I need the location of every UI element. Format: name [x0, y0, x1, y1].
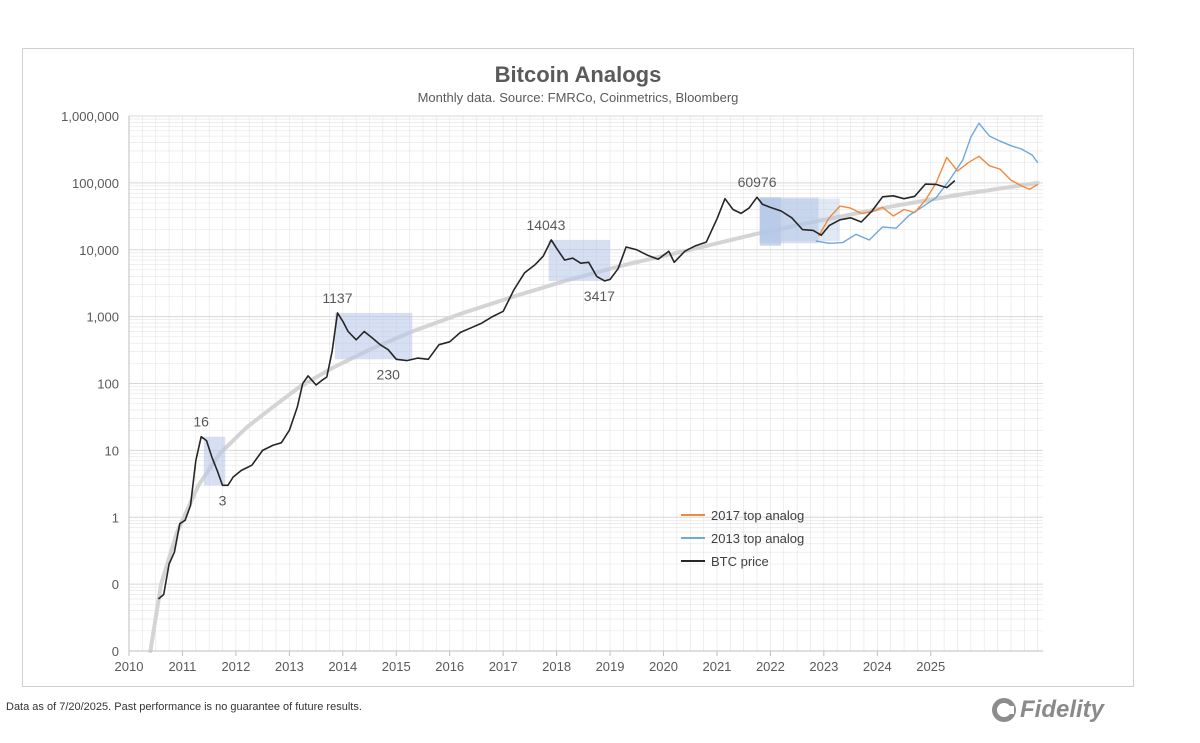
x-tick-label: 2024	[863, 659, 892, 674]
chart-frame: Bitcoin Analogs Monthly data. Source: FM…	[22, 48, 1134, 687]
x-tick-label: 2019	[596, 659, 625, 674]
highlight-box	[759, 197, 819, 244]
logo-text: Fidelity	[1020, 696, 1106, 723]
highlight-box	[548, 239, 611, 281]
x-tick-label: 2023	[809, 659, 838, 674]
x-tick-label: 2010	[115, 659, 144, 674]
y-tick-label: 100	[97, 377, 119, 392]
y-tick-label: 0	[112, 577, 119, 592]
series-analog2013	[815, 122, 1039, 244]
series-lines	[157, 122, 1039, 600]
x-tick-label: 2017	[489, 659, 518, 674]
y-tick-label: 1	[112, 510, 119, 525]
data-label: 16	[193, 414, 209, 430]
highlight-box	[334, 312, 413, 360]
chart-title: Bitcoin Analogs	[495, 62, 662, 87]
x-tick-label: 2021	[702, 659, 731, 674]
series-btc	[157, 179, 956, 600]
legend: 2017 top analog 2013 top analog BTC price	[681, 508, 804, 569]
x-tick-label: 2018	[542, 659, 571, 674]
data-label: 230	[377, 366, 401, 382]
annotations: 16 3 1137 230 14043 3417 60976	[193, 174, 776, 508]
y-tick-label: 1,000	[86, 310, 119, 325]
x-tick-label: 2014	[328, 659, 357, 674]
logo-sunburst-icon	[992, 698, 1016, 722]
x-tick-label: 2020	[649, 659, 678, 674]
data-label: 60976	[738, 174, 777, 190]
data-label: 3417	[584, 288, 615, 304]
x-tick-label: 2016	[435, 659, 464, 674]
x-tick-label: 2015	[382, 659, 411, 674]
legend-label: BTC price	[711, 554, 769, 569]
y-tick-label: 10	[105, 443, 119, 458]
legend-label: 2013 top analog	[711, 531, 804, 546]
disclaimer-text: Data as of 7/20/2025. Past performance i…	[6, 701, 362, 713]
data-label: 3	[219, 492, 227, 508]
x-tick-label: 2011	[168, 659, 196, 674]
fidelity-logo: Fidelity	[992, 696, 1106, 723]
highlight-box	[759, 198, 840, 242]
x-tick-label: 2013	[275, 659, 304, 674]
y-tick-label: 100,000	[72, 176, 119, 191]
series-analog2017	[817, 155, 1039, 237]
bitcoin-analogs-chart: Bitcoin Analogs Monthly data. Source: FM…	[61, 62, 1043, 674]
highlight-boxes	[203, 197, 840, 486]
data-label: 14043	[526, 217, 565, 233]
grid	[128, 115, 1043, 652]
x-tick-label: 2025	[916, 659, 945, 674]
data-label: 1137	[322, 290, 352, 306]
y-tick-label: 10,000	[79, 243, 119, 258]
x-tick-label: 2022	[756, 659, 785, 674]
y-tick-label: 1,000,000	[61, 109, 119, 124]
y-tick-label: 0	[112, 644, 119, 659]
legend-label: 2017 top analog	[711, 508, 804, 523]
chart-subtitle: Monthly data. Source: FMRCo, Coinmetrics…	[418, 90, 739, 105]
x-tick-label: 2012	[221, 659, 250, 674]
